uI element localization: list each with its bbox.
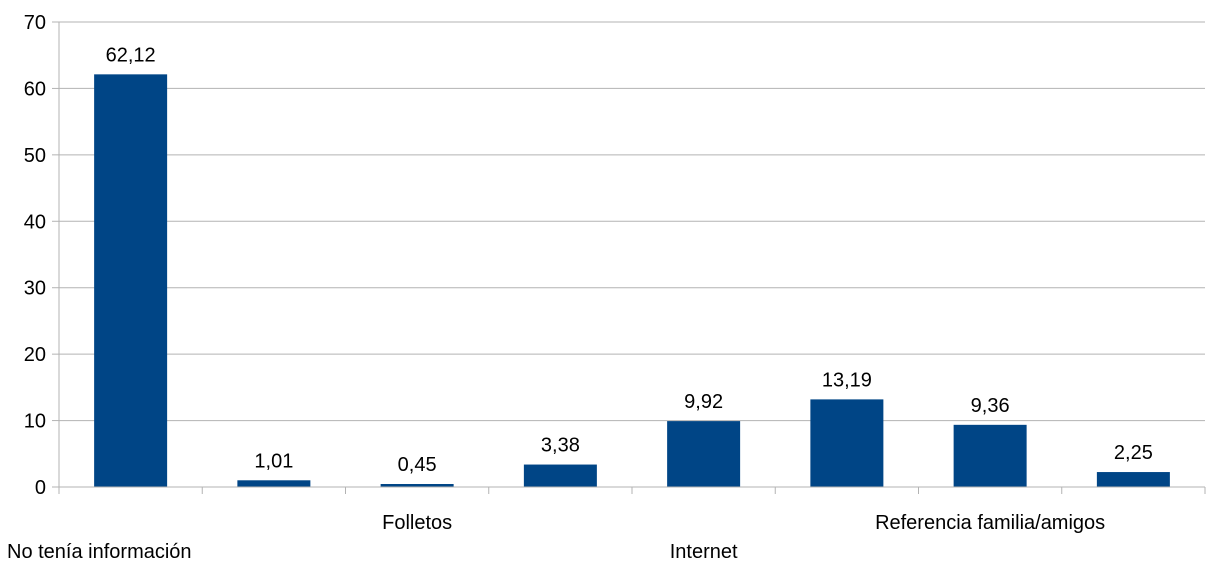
data-label: 1,01: [254, 450, 293, 472]
data-label: 13,19: [822, 369, 872, 391]
data-label: 9,92: [684, 391, 723, 413]
grid-lines: [59, 21, 1205, 422]
x-category-label: Internet: [670, 541, 738, 563]
bar: [1096, 472, 1170, 487]
y-tick-label: 0: [35, 477, 46, 499]
data-label: 0,45: [398, 454, 437, 476]
y-tick-label: 70: [24, 12, 46, 34]
x-category-label: No tenía información: [7, 541, 192, 563]
x-category-label: Folletos: [382, 512, 452, 534]
data-label: 62,12: [106, 44, 156, 66]
y-tick-label: 20: [24, 344, 46, 366]
y-tick-label: 60: [24, 78, 46, 100]
data-label: 2,25: [1114, 442, 1153, 464]
x-category-label: Referencia familia/amigos: [875, 512, 1105, 534]
data-label: 9,36: [971, 395, 1010, 417]
bar: [953, 424, 1027, 487]
bar: [94, 74, 168, 488]
data-label: 3,38: [541, 435, 580, 457]
bar: [523, 464, 597, 487]
bar: [667, 421, 741, 487]
y-tick-label: 30: [24, 278, 46, 300]
axes: [52, 21, 1206, 494]
y-tick-label: 40: [24, 211, 46, 233]
labels: 0 10 20 30 40 50 60 70 62,12 No tenía información…: [7, 12, 1153, 563]
bar: [810, 399, 884, 487]
bar: [237, 480, 311, 487]
y-tick-label: 10: [24, 411, 46, 433]
y-tick-label: 50: [24, 145, 46, 167]
bars: [94, 74, 1170, 488]
bar: [380, 484, 454, 487]
